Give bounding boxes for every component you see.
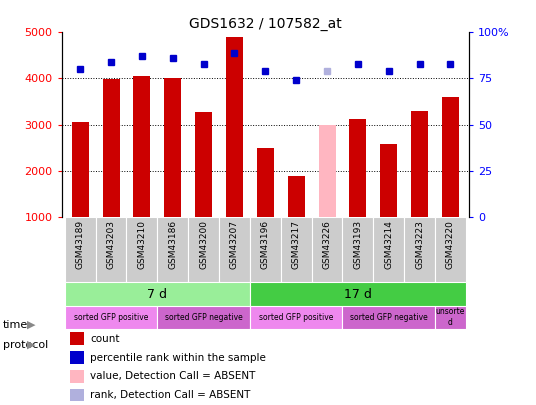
Bar: [411, 111, 428, 217]
Bar: [65, 305, 157, 328]
Title: GDS1632 / 107582_at: GDS1632 / 107582_at: [189, 17, 341, 31]
Bar: [102, 79, 120, 217]
Bar: [164, 77, 181, 217]
Bar: [442, 97, 459, 217]
Bar: [195, 112, 212, 217]
Text: GSM43207: GSM43207: [230, 220, 239, 269]
Bar: [257, 148, 274, 217]
Bar: [374, 217, 404, 282]
Bar: [157, 217, 188, 282]
Bar: [219, 217, 250, 282]
Text: GSM43226: GSM43226: [323, 220, 332, 269]
Bar: [380, 144, 397, 217]
Bar: [435, 217, 466, 282]
Bar: [250, 282, 466, 305]
Text: ▶: ▶: [27, 340, 35, 350]
Text: GSM43203: GSM43203: [107, 220, 116, 269]
Text: count: count: [90, 334, 120, 344]
Bar: [188, 217, 219, 282]
Text: value, Detection Call = ABSENT: value, Detection Call = ABSENT: [90, 371, 256, 382]
Text: sorted GFP negative: sorted GFP negative: [350, 313, 428, 322]
Bar: [70, 389, 84, 402]
Bar: [349, 119, 367, 217]
Bar: [343, 305, 435, 328]
Text: GSM43210: GSM43210: [137, 220, 146, 269]
Bar: [65, 282, 250, 305]
Bar: [404, 217, 435, 282]
Bar: [250, 217, 281, 282]
Bar: [70, 370, 84, 383]
Text: sorted GFP negative: sorted GFP negative: [165, 313, 242, 322]
Text: sorted GFP positive: sorted GFP positive: [259, 313, 333, 322]
Bar: [288, 176, 304, 217]
Bar: [133, 76, 151, 217]
Bar: [343, 217, 374, 282]
Text: GSM43196: GSM43196: [261, 220, 270, 269]
Text: GSM43220: GSM43220: [446, 220, 455, 269]
Text: time: time: [3, 320, 28, 330]
Bar: [70, 332, 84, 345]
Text: protocol: protocol: [3, 340, 48, 350]
Bar: [157, 305, 250, 328]
Text: GSM43200: GSM43200: [199, 220, 208, 269]
Bar: [126, 217, 157, 282]
Bar: [65, 217, 95, 282]
Bar: [72, 122, 88, 217]
Text: GSM43223: GSM43223: [415, 220, 424, 269]
Text: percentile rank within the sample: percentile rank within the sample: [90, 352, 266, 362]
Text: sorted GFP positive: sorted GFP positive: [74, 313, 148, 322]
Text: ▶: ▶: [27, 320, 35, 330]
Text: 17 d: 17 d: [344, 288, 372, 301]
Text: GSM43217: GSM43217: [292, 220, 301, 269]
Text: GSM43214: GSM43214: [384, 220, 393, 269]
Text: GSM43189: GSM43189: [76, 220, 85, 269]
Bar: [95, 217, 126, 282]
Text: GSM43193: GSM43193: [353, 220, 362, 269]
Bar: [281, 217, 311, 282]
Text: unsorte
d: unsorte d: [436, 307, 465, 327]
Bar: [311, 217, 343, 282]
Text: rank, Detection Call = ABSENT: rank, Detection Call = ABSENT: [90, 390, 250, 400]
Bar: [70, 351, 84, 364]
Bar: [226, 37, 243, 217]
Text: 7 d: 7 d: [147, 288, 167, 301]
Bar: [435, 305, 466, 328]
Text: GSM43186: GSM43186: [168, 220, 177, 269]
Bar: [250, 305, 343, 328]
Bar: [318, 126, 336, 217]
